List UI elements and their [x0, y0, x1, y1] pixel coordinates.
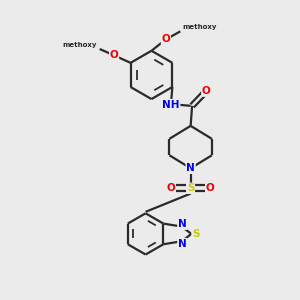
- Text: NH: NH: [162, 100, 180, 110]
- Text: O: O: [206, 183, 215, 193]
- Text: S: S: [192, 229, 200, 239]
- Text: methoxy: methoxy: [183, 25, 217, 31]
- Text: N: N: [178, 238, 187, 249]
- Text: N: N: [186, 163, 195, 173]
- Text: S: S: [187, 183, 194, 193]
- Text: O: O: [202, 86, 211, 96]
- Text: O: O: [167, 183, 175, 193]
- Text: O: O: [110, 50, 118, 60]
- Text: O: O: [161, 34, 170, 44]
- Text: methoxy: methoxy: [63, 42, 97, 48]
- Text: N: N: [178, 219, 187, 229]
